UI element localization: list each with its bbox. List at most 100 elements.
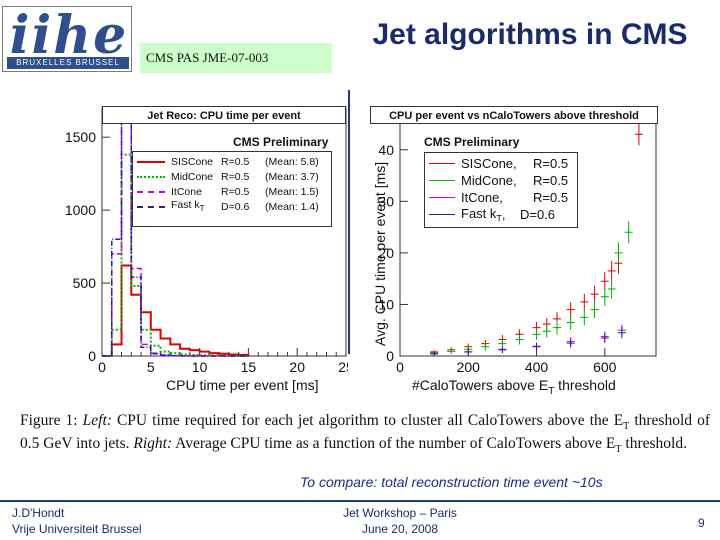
legend-mean: (Mean: 1.5) — [265, 185, 319, 198]
legend-mean: (Mean: 1.4) — [265, 200, 319, 213]
x-tick-label: 10 — [192, 359, 208, 375]
x-tick-label: 200 — [457, 359, 481, 375]
legend-row-midcone: MidCone R=0.5 (Mean: 3.7) — [137, 169, 327, 184]
right-plot-legend: SISCone, R=0.5 MidCone, R=0.5 ItCone, R=… — [424, 152, 578, 228]
legend-param: D=0.6 — [221, 200, 250, 213]
legend-label: ItCone — [171, 185, 202, 198]
legend-param: R=0.5 — [221, 155, 250, 168]
document-reference: CMS PAS JME-07-003 — [140, 43, 332, 73]
right-plot-ylabel: Avg. CPU time per event [ms] — [372, 161, 388, 346]
xlabel-sub: T — [548, 385, 555, 397]
legend-swatch — [429, 197, 455, 198]
legend-mean: (Mean: 3.7) — [265, 170, 319, 183]
legend-row-itcone: ItCone R=0.5 (Mean: 1.5) — [137, 184, 327, 199]
left-plot-xlabel: CPU time per event [ms] — [166, 377, 319, 393]
legend-mean: (Mean: 5.8) — [265, 155, 319, 168]
caption-text4: threshold. — [621, 435, 687, 453]
legend-param: R=0.5 — [533, 156, 569, 171]
page-number: 9 — [698, 516, 705, 530]
y-tick-label: 0 — [386, 348, 394, 364]
right-plot-preliminary: CMS Preliminary — [424, 135, 520, 149]
y-tick-label: 20 — [378, 245, 394, 261]
x-tick-label: 25 — [338, 359, 348, 375]
legend-label: MidCone — [171, 170, 214, 183]
logo-subtitle: BRUXELLES BRUSSEL — [7, 57, 129, 69]
x-tick-label: 15 — [241, 359, 257, 375]
legend-swatch — [137, 160, 165, 163]
caption-text1: CPU time required for each jet algorithm… — [111, 412, 624, 429]
legend-swatch — [137, 190, 165, 193]
legend-row-itcone: ItCone, R=0.5 — [429, 189, 573, 206]
footer-author-block: J.D'Hondt Vrije Universiteit Brussel — [12, 505, 142, 537]
legend-label: Fast kT — [171, 199, 221, 213]
legend-label-sub: T — [199, 204, 205, 214]
left-plot-area — [101, 107, 347, 357]
caption-fig: Figure 1: — [20, 412, 78, 429]
caption-text2: threshold of 0.5 GeV into jets. — [20, 412, 710, 453]
x-tick-label: 5 — [147, 359, 155, 375]
logo-wordmark: iihe — [9, 5, 129, 66]
x-tick-label: 600 — [593, 359, 617, 375]
caption-left: Left: — [82, 412, 112, 429]
y-tick-label: 30 — [378, 193, 394, 209]
legend-row-siscone: SISCone R=0.5 (Mean: 5.8) — [137, 154, 327, 169]
caption-text3: Average CPU time as a function of the nu… — [172, 435, 616, 453]
legend-label: SISCone, — [461, 156, 517, 171]
legend-label: MidCone, — [461, 173, 517, 188]
left-plot-title: Jet Reco: CPU time per event — [102, 106, 346, 124]
legend-label: ItCone, — [461, 190, 503, 205]
comparison-note: To compare: total reconstruction time ev… — [300, 474, 603, 490]
footer-author: J.D'Hondt — [12, 506, 65, 520]
legend-swatch — [429, 214, 455, 215]
legend-swatch — [429, 180, 455, 181]
vertical-divider — [348, 90, 350, 354]
legend-swatch — [429, 163, 455, 164]
y-tick-label: 10 — [378, 296, 394, 312]
y-tick-label: 500 — [73, 275, 97, 291]
right-plot-xlabel: #CaloTowers above ET threshold — [412, 377, 616, 397]
legend-param: R=0.5 — [533, 173, 569, 188]
legend-label: Fast kT — [461, 206, 502, 224]
footer-date: June 20, 2008 — [361, 522, 439, 536]
y-tick-label: 1000 — [65, 202, 96, 218]
caption-sub1: T — [623, 421, 630, 433]
caption-sub2: T — [615, 444, 622, 456]
y-tick-label: 0 — [88, 348, 96, 364]
right-plot-frame: 0 200 400 600 0 10 20 30 40 — [354, 106, 660, 402]
y-tick-label: 40 — [378, 142, 394, 158]
legend-param: R=0.5 — [533, 190, 569, 205]
legend-label: SISCone — [171, 155, 214, 168]
x-tick-label: 0 — [396, 359, 404, 375]
y-tick-label: 1500 — [65, 129, 96, 145]
x-tick-label: 20 — [289, 359, 305, 375]
x-tick-label: 400 — [525, 359, 549, 375]
legend-row-midcone: MidCone, R=0.5 — [429, 172, 573, 189]
right-plot-title: CPU per event vs nCaloTowers above thres… — [370, 106, 658, 124]
x-tick-label: 0 — [98, 359, 106, 375]
left-plot-legend: SISCone R=0.5 (Mean: 5.8) MidCone R=0.5 … — [132, 151, 332, 227]
footer-event: Jet Workshop – Paris — [343, 506, 457, 520]
legend-row-fastkt: Fast kT D=0.6 (Mean: 1.4) — [137, 199, 327, 214]
iihe-logo: iihe BRUXELLES BRUSSEL — [2, 5, 132, 72]
footer-divider — [0, 500, 720, 502]
right-scatter-plot: 0 200 400 600 0 10 20 30 40 — [378, 107, 657, 375]
legend-label-text: Fast k — [461, 205, 497, 221]
footer-event-block: Jet Workshop – Paris June 20, 2008 — [320, 505, 480, 537]
legend-swatch — [137, 175, 165, 178]
slide-title: Jet algorithms in CMS — [372, 18, 688, 51]
left-plot-preliminary: CMS Preliminary — [233, 135, 329, 149]
legend-swatch — [137, 205, 165, 208]
legend-label-text: Fast k — [171, 199, 200, 212]
footer-institute: Vrije Universiteit Brussel — [12, 522, 142, 536]
xlabel-end: threshold — [554, 377, 616, 393]
legend-row-siscone: SISCone, R=0.5 — [429, 155, 573, 172]
caption-right: Right: — [133, 435, 173, 453]
xlabel-text: #CaloTowers above E — [412, 377, 549, 393]
legend-param: R=0.5 — [221, 185, 250, 198]
legend-param: , D=0.6 — [501, 207, 556, 222]
legend-param: R=0.5 — [221, 170, 250, 183]
figure-caption: Figure 1: Left: CPU time required for ea… — [20, 412, 710, 458]
legend-label-sub: T — [496, 213, 502, 224]
histogram-series-3 — [102, 114, 249, 357]
legend-row-fastkt: Fast kT , D=0.6 — [429, 206, 573, 223]
